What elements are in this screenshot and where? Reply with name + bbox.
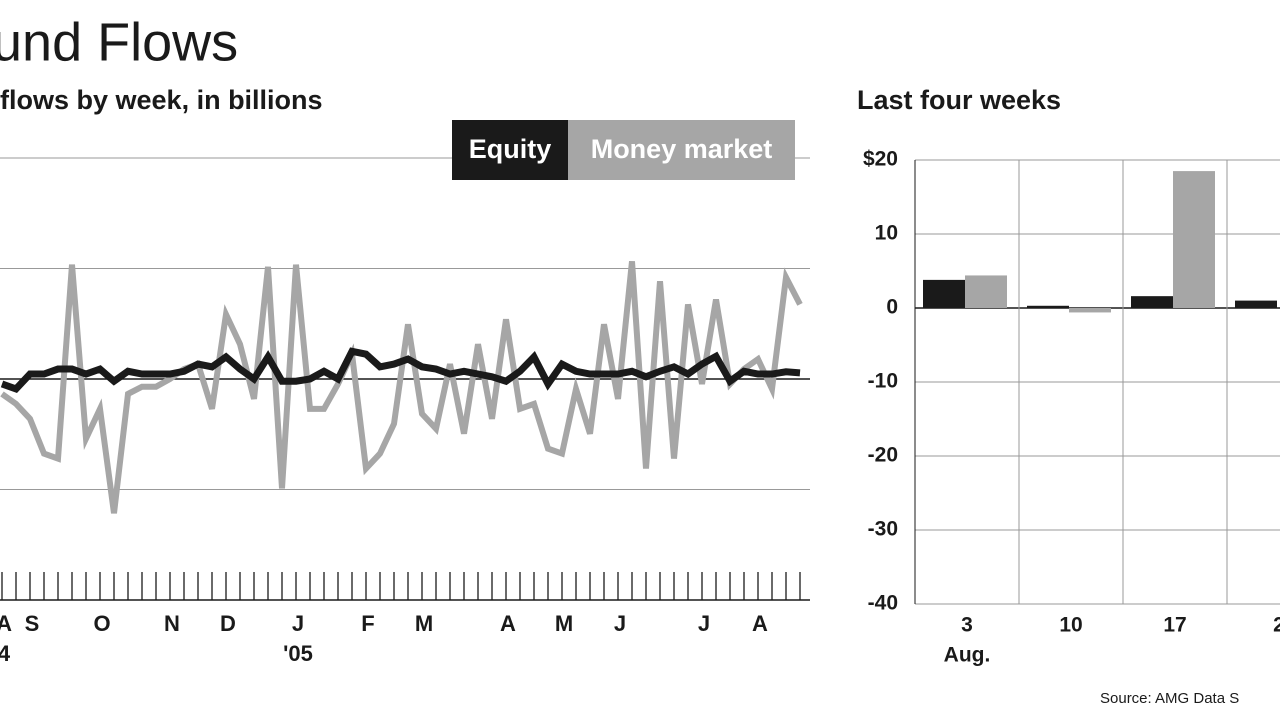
x-tick-label: 10: [1059, 614, 1082, 637]
x-tick-label: D: [220, 611, 236, 636]
bar: [1069, 308, 1111, 313]
x-tick-label: 2: [1273, 614, 1280, 637]
x-sublabel: Aug.: [944, 644, 991, 667]
y-tick-label: -20: [868, 444, 898, 467]
x-tick-label: A: [500, 611, 516, 636]
x-tick-label: A: [752, 611, 768, 636]
source: Source: AMG Data S: [1100, 690, 1239, 707]
y-tick-label: -10: [868, 370, 898, 393]
legend-swatch: [452, 120, 568, 180]
y-tick-label: $20: [863, 148, 898, 171]
legend-label: Money market: [591, 134, 773, 164]
legend-label: Equity: [469, 134, 552, 164]
x-tick-label: M: [555, 611, 573, 636]
x-tick-label: M: [415, 611, 433, 636]
x-tick-label: J: [292, 611, 304, 636]
y-tick-label: 10: [875, 222, 898, 245]
x-tick-label: J: [698, 611, 710, 636]
x-tick-label: A: [0, 611, 12, 636]
bar: [1131, 296, 1173, 308]
line-1: [0, 261, 803, 514]
bar: [1173, 171, 1215, 308]
x-tick-label: J: [614, 611, 626, 636]
x-tick-label: 3: [961, 614, 973, 637]
bar: [965, 275, 1007, 308]
x-tick-label: O: [93, 611, 110, 636]
bar: [1027, 305, 1069, 308]
x-tick-label: N: [164, 611, 180, 636]
chart-subtitle: Last four weeks: [857, 85, 1061, 115]
legend-swatch: [568, 120, 795, 180]
bar: [1235, 300, 1277, 308]
line-0: [0, 347, 801, 394]
chart-title: und Flows: [0, 12, 238, 72]
x-tick-label: 17: [1163, 614, 1186, 637]
x-tick-label: F: [361, 611, 374, 636]
bar: [923, 279, 965, 308]
y-tick-label: -40: [868, 592, 898, 615]
chart-subtitle: flows by week, in billions: [0, 85, 323, 115]
year-label: '05: [283, 641, 313, 666]
year-label: 4: [0, 641, 11, 666]
x-tick-label: S: [25, 611, 40, 636]
y-tick-label: 0: [886, 296, 898, 319]
y-tick-label: -30: [868, 518, 898, 541]
